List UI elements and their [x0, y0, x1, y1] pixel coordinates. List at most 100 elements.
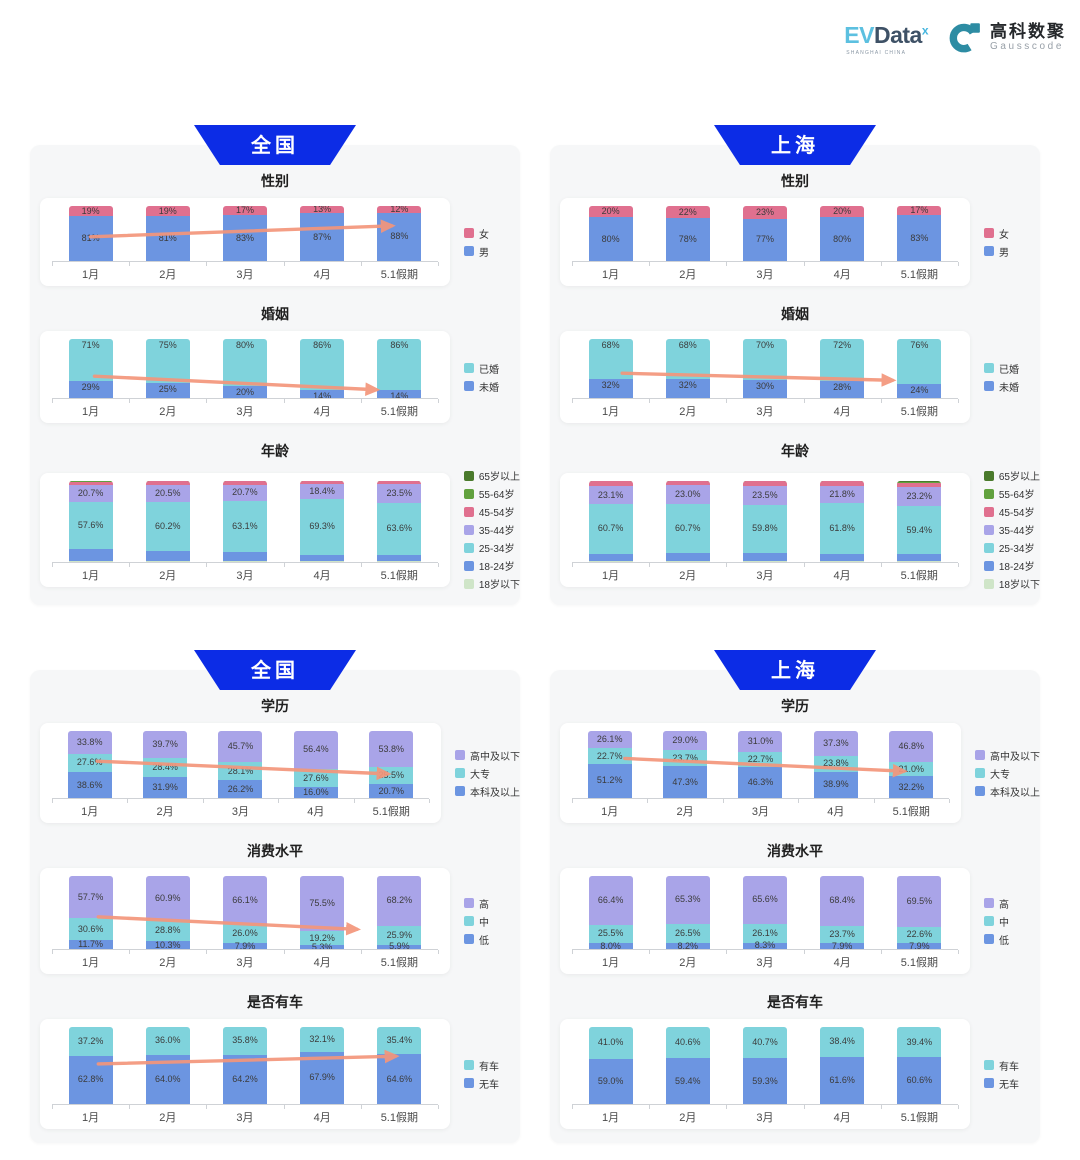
legend-item: 男 [464, 244, 489, 259]
chart-title: 年龄 [781, 443, 809, 459]
legend-item: 35-44岁 [983, 522, 1040, 537]
chart-card: 66.4% 25.5% 8.0% 65.3% 26.5% 8.2% 65.6% 26.1% 8.… [560, 868, 970, 974]
legend-swatch [984, 363, 994, 373]
chart-title: 消费水平 [767, 843, 823, 859]
bar-value-label: 24% [910, 384, 929, 395]
bar-value-label: 29.0% [672, 735, 698, 746]
plot-area: 23.1% 60.7% 23.0% 60.7% 23.5% 59.8% 21.8% 61.8%… [572, 480, 958, 563]
legend-item: 45-54岁 [463, 504, 520, 519]
bar-value-label: 60.6% [906, 1075, 933, 1086]
legend-label: 18-24岁 [478, 562, 515, 573]
bar-segment [222, 481, 267, 485]
axis-tick [880, 262, 882, 266]
evdata-logo: EVDatax SHANGHAI CHINA [844, 20, 928, 57]
bar-value-label: 83% [235, 232, 254, 243]
bar: 37.2% 62.8% [68, 1027, 113, 1104]
legend-item: 18岁以下 [983, 576, 1040, 591]
bar-segment: 66.4% [588, 876, 633, 925]
region-panel-wrap: 上海 学历 26.1% 22.7% 51.2% 29.0% 23.7% 47.3% 31.0% 2… [550, 650, 1040, 1143]
axis-tick [726, 950, 728, 954]
bar-value-label: 66.1% [232, 894, 258, 905]
bar-value-label: 23% [755, 206, 774, 217]
legend: 女男 [464, 226, 489, 259]
legend-label: 高 [999, 899, 1009, 911]
legend-item: 高 [464, 896, 489, 911]
x-axis-label: 5.1假期 [900, 406, 938, 418]
bar-segment [897, 483, 942, 488]
bar: 36.0% 64.0% [145, 1027, 190, 1104]
bar-value-label: 23.5% [386, 488, 413, 499]
x-axis-label: 5.1假期 [900, 1112, 938, 1124]
bar-segment [222, 552, 267, 562]
bar-value-label: 81% [81, 233, 100, 244]
legend: 已婚 未婚 [464, 361, 499, 394]
bar: 37.3% 23.8% 38.9% [813, 731, 858, 798]
bar-value-label: 22.7% [596, 750, 623, 761]
x-axis-label: 3月 [756, 569, 774, 582]
bar-value-label: 40.7% [752, 1037, 778, 1048]
bar-value-label: 77% [755, 234, 774, 245]
bar: 70% 30% [742, 339, 787, 398]
chart-title: 性别 [781, 173, 809, 189]
x-axis-label: 4月 [307, 806, 325, 818]
axis-tick [283, 262, 285, 266]
legend-item: 已婚 [984, 361, 1019, 376]
bar-segment: 60.9% [145, 876, 190, 921]
bar-segment: 38.9% [813, 771, 858, 798]
x-axis-label: 1月 [602, 1112, 620, 1124]
legend: 高中低 [984, 896, 1009, 947]
bar-value-label: 28.1% [227, 765, 254, 776]
x-axis-label: 5.1假期 [380, 269, 418, 281]
bar-segment: 39.7% [143, 731, 188, 758]
bar: 86% 14% [300, 339, 345, 398]
bar-segment: 24% [897, 383, 942, 398]
region-panel-wrap: 全国 学历 33.8% 27.6% 38.6% 39.7% 28.4% 31.9% 45.7% 2… [30, 650, 520, 1143]
bar-segment: 5.3% [300, 942, 345, 949]
x-axis-label: 3月 [236, 1112, 254, 1124]
bar-value-label: 11.7% [78, 939, 104, 949]
bar-value-label: 62.8% [77, 1074, 104, 1085]
bar-segment: 65.3% [665, 876, 710, 924]
region-panel-wrap: 全国 性别 19% 81% 19% 81% 17% 83% 13% 87% 12% 88% 1月 2月 3月… [30, 125, 520, 605]
legend-swatch [464, 228, 474, 238]
bar-segment: 86% [300, 339, 345, 390]
bar-segment: 72% [820, 339, 865, 382]
bar-segment: 20.7% [68, 485, 113, 503]
chart-card: 57.7% 30.6% 11.7% 60.9% 28.8% 10.3% 66.1% 26.0%… [40, 868, 450, 974]
bar-segment: 66.1% [222, 876, 267, 925]
bar-value-label: 61.8% [829, 522, 855, 533]
bar-segment: 87% [300, 213, 345, 261]
bar-value-label: 7.9% [909, 940, 930, 949]
bar-value-label: 64.2% [232, 1073, 258, 1084]
bar-segment: 77% [742, 218, 787, 261]
legend-swatch [975, 768, 985, 778]
bar-value-label: 39.4% [906, 1036, 933, 1047]
bar-segment: 81% [145, 216, 190, 261]
legend-label: 高 [479, 899, 489, 911]
axis-tick [880, 1105, 882, 1109]
bar-value-label: 20.7% [232, 487, 258, 498]
bar: 53.8% 25.5% 20.7% [369, 731, 414, 798]
axis-tick [803, 950, 805, 954]
legend-item: 高中及以下 [975, 748, 1040, 763]
x-axis-label: 3月 [236, 569, 254, 582]
axis-tick [206, 950, 208, 954]
axis-tick [283, 399, 285, 403]
bar-value-label: 27.6% [303, 772, 329, 783]
bar-segment: 46.8% [889, 731, 934, 763]
plot-area: 26.1% 22.7% 51.2% 29.0% 23.7% 47.3% 31.0% 22.7%… [572, 731, 949, 799]
bar-segment [588, 553, 633, 562]
bar-value-label: 5.9% [389, 941, 410, 949]
bar-segment: 26.5% [665, 923, 710, 943]
axis-tick [572, 1105, 573, 1109]
bar-value-label: 26.1% [596, 734, 623, 745]
bar-value-label: 57.7% [77, 891, 104, 902]
axis-tick [649, 262, 651, 266]
bar-value-label: 22.6% [906, 929, 933, 940]
bar-segment: 37.3% [813, 731, 858, 756]
bar-value-label: 14% [390, 390, 409, 398]
chart-block: 性别 20% 80% 22% 78% 23% 77% 20% 80% 17% 83% 1月 2月 3月 4月… [550, 171, 1040, 286]
bar-segment [742, 553, 787, 562]
legend-item: 中 [464, 914, 489, 929]
legend-label: 男 [999, 247, 1009, 259]
